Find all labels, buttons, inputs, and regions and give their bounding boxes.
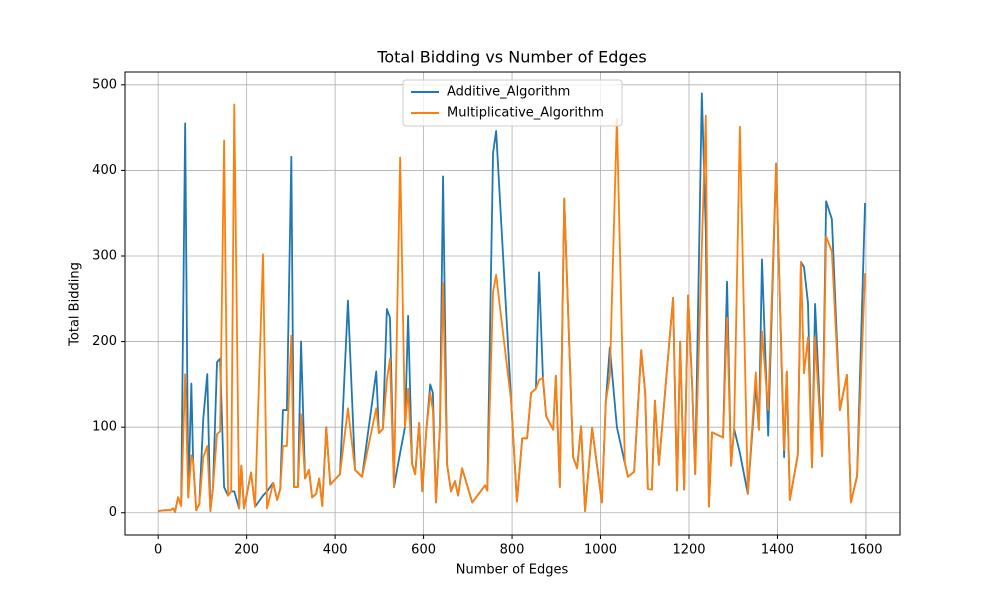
legend-label: Additive_Algorithm: [447, 85, 570, 100]
legend-box: [402, 79, 623, 127]
x-tick-label: 0: [154, 543, 162, 558]
y-tick-label: 400: [92, 163, 117, 178]
y-tick-label: 500: [92, 77, 117, 92]
legend-label: Multiplicative_Algorithm: [447, 106, 604, 121]
plot-frame: [124, 71, 901, 536]
chart-title: Total Bidding vs Number of Edges: [376, 48, 646, 67]
y-tick-label: 200: [92, 334, 117, 349]
x-tick-label: 600: [411, 543, 436, 558]
x-axis-label: Number of Edges: [456, 563, 569, 578]
x-tick-label: 400: [323, 543, 348, 558]
y-tick-label: 300: [92, 249, 117, 264]
y-axis-label: Total Bidding: [68, 262, 83, 347]
line-series: [158, 103, 866, 513]
x-tick-label: 1000: [584, 543, 617, 558]
y-tick-label: 100: [92, 420, 117, 435]
legend: Additive_Algorithm Multiplicative_Algorit…: [402, 79, 623, 127]
x-tick-label: 800: [500, 543, 525, 558]
x-tick-label: 1600: [849, 543, 882, 558]
y-tick-label: 0: [109, 505, 117, 520]
x-tick-label: 1400: [761, 543, 794, 558]
x-tick-label: 200: [234, 543, 259, 558]
x-tick-label: 1200: [672, 543, 705, 558]
